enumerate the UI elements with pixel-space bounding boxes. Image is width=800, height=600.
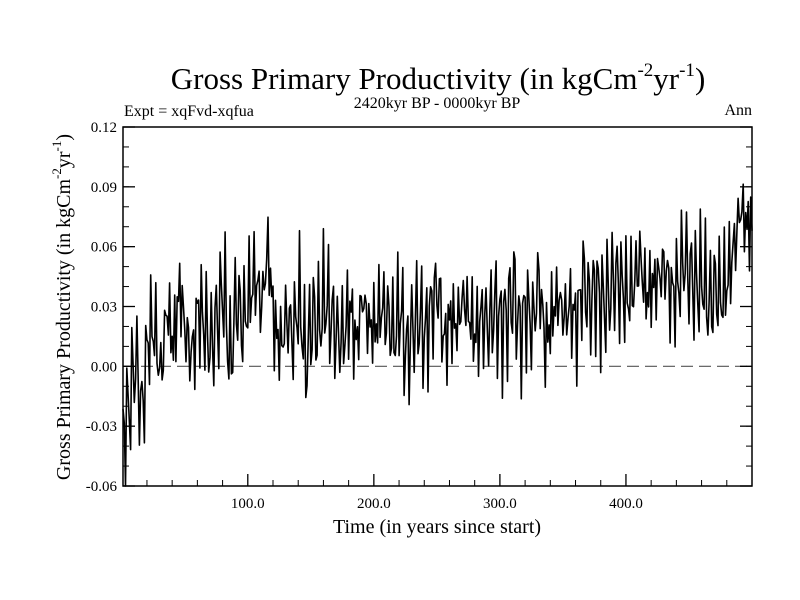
- y-axis-label: Gross Primary Productivity (in kgCm-2yr-…: [49, 134, 75, 480]
- x-tick-label-3: 400.0: [609, 496, 643, 512]
- x-tick-label-0: 100.0: [231, 496, 265, 512]
- y-tick-label-6: 0.12: [91, 120, 117, 136]
- season-label: Ann: [724, 102, 752, 119]
- experiment-label: Expt = xqFvd-xqfua: [124, 103, 254, 120]
- y-tick-label-3: 0.03: [91, 300, 117, 316]
- chart-title: Gross Primary Productivity (in kgCm-2yr-…: [171, 60, 706, 96]
- y-tick-label-2: 0.00: [91, 359, 117, 375]
- y-tick-label-0: -0.06: [86, 479, 118, 495]
- y-tick-label-5: 0.09: [91, 180, 117, 196]
- data-series-line: [122, 183, 753, 487]
- x-tick-label-2: 300.0: [483, 496, 517, 512]
- y-tick-label-1: -0.03: [86, 419, 117, 435]
- y-tick-label-4: 0.06: [91, 240, 118, 256]
- axis-ticks: 100.0 200.0 300.0 400.0 -0.06 -0.03 0.00 0.03 0.…: [86, 120, 752, 512]
- x-tick-label-1: 200.0: [357, 496, 391, 512]
- chart-subtitle: 2420kyr BP - 0000kyr BP: [354, 95, 521, 112]
- x-axis-label: Time (in years since start): [333, 516, 541, 538]
